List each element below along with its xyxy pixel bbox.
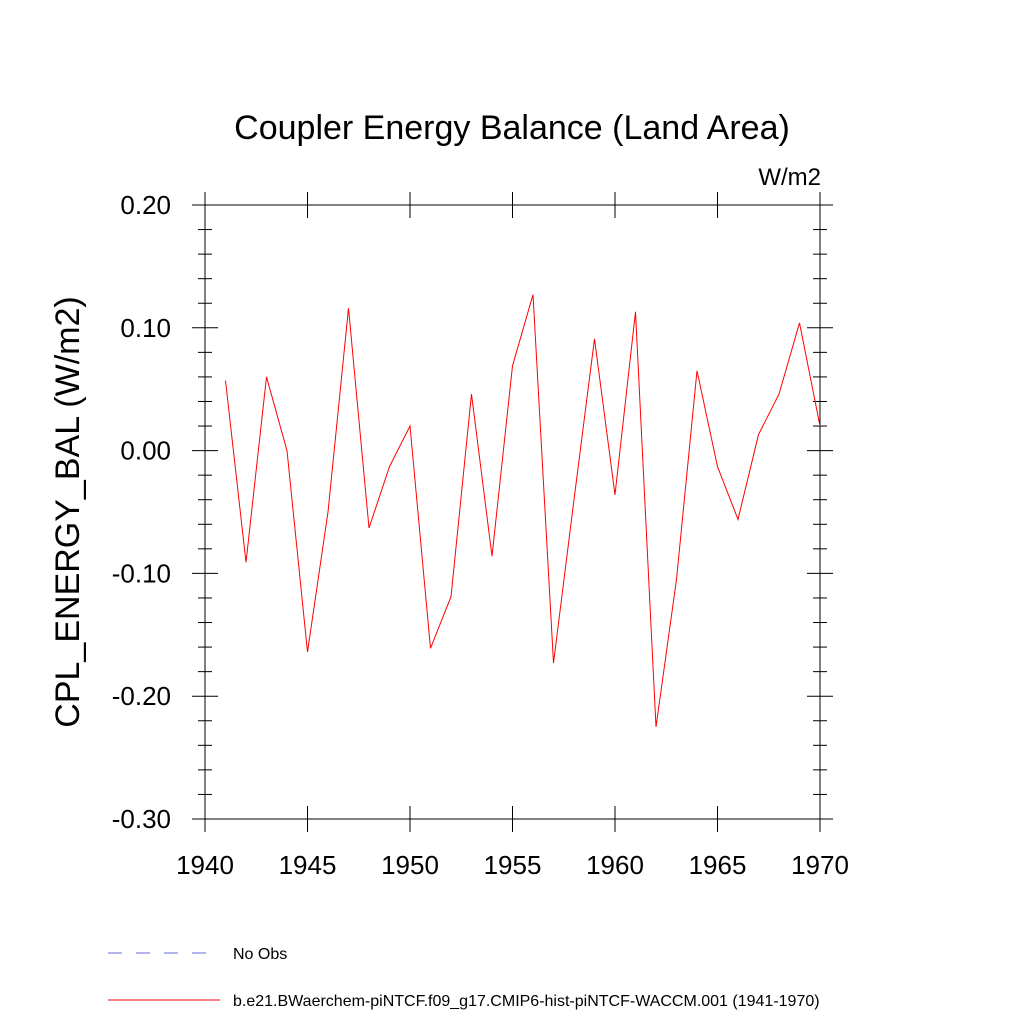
y-tick-label: 0.00 bbox=[120, 436, 171, 466]
x-tick-label: 1960 bbox=[586, 850, 644, 880]
chart-title: Coupler Energy Balance (Land Area) bbox=[234, 109, 790, 147]
x-tick-label: 1940 bbox=[176, 850, 234, 880]
y-axis-label: CPL_ENERGY_BAL (W/m2) bbox=[49, 296, 87, 727]
legend: No Obs b.e21.BWaerchem-piNTCF.f09_g17.CMI… bbox=[108, 946, 820, 1010]
legend-label: b.e21.BWaerchem-piNTCF.f09_g17.CMIP6-his… bbox=[233, 993, 820, 1010]
y-tick-label: -0.10 bbox=[112, 558, 171, 588]
plot-area: 1940 1945 1950 1955 1960 1965 1970 -0.30 -0.20 -0… bbox=[112, 190, 849, 880]
x-tick-label: 1945 bbox=[279, 850, 337, 880]
x-tick-label: 1965 bbox=[689, 850, 747, 880]
units-label: W/m2 bbox=[758, 164, 821, 191]
series-line bbox=[225, 294, 821, 727]
y-tick-label: -0.20 bbox=[112, 681, 171, 711]
x-tick-label: 1970 bbox=[791, 850, 849, 880]
x-tick-label: 1950 bbox=[381, 850, 439, 880]
plot-frame bbox=[204, 204, 821, 820]
y-tick-label: -0.30 bbox=[112, 804, 171, 834]
y-tick-label: 0.10 bbox=[120, 313, 171, 343]
y-tick-label: 0.20 bbox=[120, 190, 171, 220]
x-tick-label: 1955 bbox=[484, 850, 542, 880]
legend-label: No Obs bbox=[233, 946, 287, 963]
